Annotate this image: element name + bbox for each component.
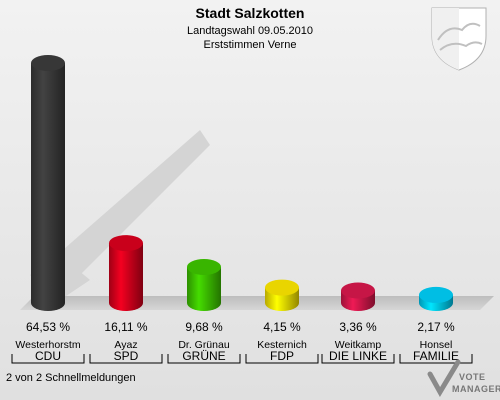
checkmark-icon: [427, 359, 461, 397]
party-label: GRÜNE: [182, 349, 225, 363]
candidate-label: Weitkamp: [335, 339, 382, 351]
party-label: FDP: [270, 349, 294, 363]
value-label: 4,15 %: [263, 320, 301, 334]
value-label: 16,11 %: [104, 320, 147, 334]
party-bracket: [321, 354, 395, 364]
bar-familie: [419, 286, 453, 311]
chart-subtitle-2: Erststimmen Verne: [204, 39, 297, 51]
watermark-check-shape: [40, 130, 210, 285]
bar-cdu: [31, 55, 65, 311]
bar-die-linke: [341, 282, 375, 311]
party-bracket: [245, 354, 319, 364]
candidate-label: Dr. Grünau: [178, 339, 230, 351]
party-label: DIE LINKE: [329, 349, 387, 363]
party-bracket: [11, 354, 85, 364]
vote-manager-logo: VOTE MANAGER: [427, 359, 500, 397]
bars-group: [31, 55, 453, 311]
bar-grüne: [187, 258, 221, 311]
value-label: 9,68 %: [185, 320, 223, 334]
value-labels: 64,53 % 16,11 % 9,68 % 4,15 % 3,36 % 2,17 %: [26, 320, 455, 334]
party-label: CDU: [35, 349, 61, 363]
candidate-label: Westerhorstm: [15, 339, 80, 351]
bar-fdp: [265, 279, 299, 311]
party-label: FAMILIE: [413, 349, 459, 363]
party-label: SPD: [114, 349, 139, 363]
coat-of-arms-icon: [431, 7, 487, 71]
bar-spd: [109, 235, 143, 311]
party-bracket: [399, 354, 473, 364]
candidate-label: Ayaz: [114, 339, 137, 351]
value-label: 64,53 %: [26, 320, 70, 334]
candidate-label: Honsel: [420, 339, 453, 351]
party-bracket: [167, 354, 241, 364]
value-label: 2,17 %: [417, 320, 455, 334]
logo-line-2: MANAGER: [452, 384, 500, 394]
candidate-label: Kesternich: [257, 339, 307, 351]
chart-title: Stadt Salzkotten: [196, 5, 305, 21]
status-text: 2 von 2 Schnellmeldungen: [6, 372, 136, 384]
chart-subtitle: Landtagswahl 09.05.2010: [187, 25, 313, 37]
logo-line-1: VOTE: [459, 372, 486, 382]
value-label: 3,36 %: [339, 320, 377, 334]
party-bracket: [89, 354, 163, 364]
